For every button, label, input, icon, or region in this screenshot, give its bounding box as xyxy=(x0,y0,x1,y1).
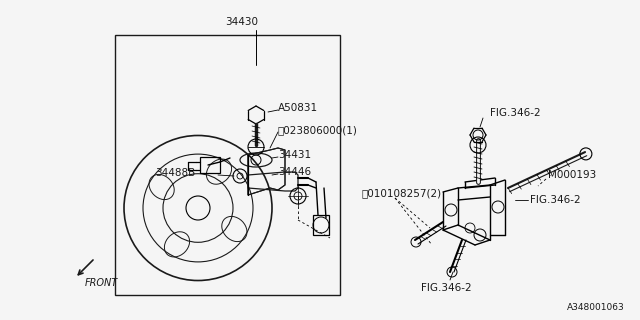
Text: FIG.346-2: FIG.346-2 xyxy=(420,283,471,293)
Bar xyxy=(115,35,340,295)
Text: Ⓑ010108257(2): Ⓑ010108257(2) xyxy=(362,188,442,198)
Text: 34446: 34446 xyxy=(278,167,311,177)
Text: FRONT: FRONT xyxy=(85,278,118,288)
Text: A50831: A50831 xyxy=(278,103,318,113)
Text: M000193: M000193 xyxy=(548,170,596,180)
Text: 34431: 34431 xyxy=(278,150,311,160)
Text: A348001063: A348001063 xyxy=(567,303,625,313)
Text: 34430: 34430 xyxy=(225,17,259,27)
Bar xyxy=(313,215,329,235)
Bar xyxy=(200,157,220,173)
Text: 34488B: 34488B xyxy=(155,168,195,178)
Text: FIG.346-2: FIG.346-2 xyxy=(530,195,580,205)
Text: ⓝ023806000(1): ⓝ023806000(1) xyxy=(278,125,358,135)
Text: FIG.346-2: FIG.346-2 xyxy=(490,108,541,118)
